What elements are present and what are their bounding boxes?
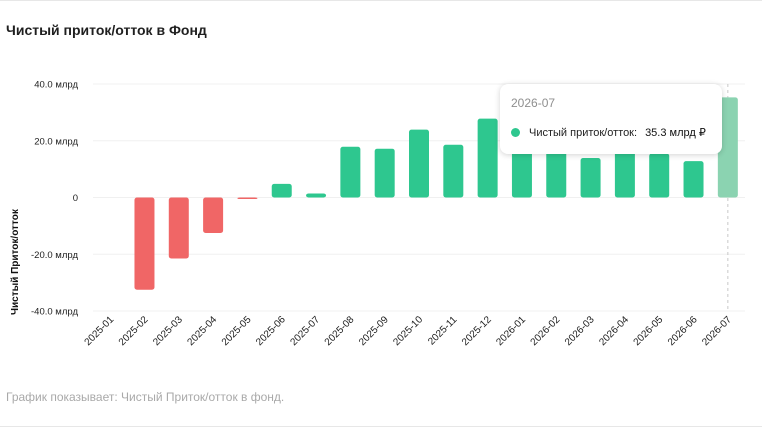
x-tick-label: 2026-07 [700,314,734,348]
x-tick-label: 2025-10 [391,314,425,348]
bar-2025-11[interactable] [443,144,464,198]
bar-2026-06[interactable] [683,161,704,198]
x-tick-label: 2025-02 [117,314,151,348]
y-tick-label: 20.0 млрд [34,136,78,147]
bar-2025-02[interactable] [134,197,155,290]
x-tick-label: 2025-12 [460,314,494,348]
x-tick-label: 2026-05 [632,314,666,348]
x-tick-label: 2026-01 [494,314,528,348]
bar-2025-08[interactable] [340,146,361,198]
x-tick-label: 2025-08 [323,314,357,348]
x-tick-label: 2026-02 [529,314,563,348]
x-tick-label: 2026-04 [597,314,631,348]
bar-2025-12[interactable] [477,118,498,198]
y-tick-label: -20.0 млрд [31,250,78,261]
tooltip-value: 35.3 млрд ₽ [645,127,706,139]
tooltip-label: Чистый приток/отток: [529,126,638,139]
y-tick-labels: -40.0 млрд -20.0 млрд 0 20.0 млрд 40.0 млрд [31,80,78,318]
bar-2025-07[interactable] [306,193,327,198]
chart-title: Чистый приток/отток в Фонд [6,22,207,38]
x-tick-label: 2026-06 [666,314,700,348]
bar-2026-07[interactable] [717,97,738,198]
x-tick-label: 2025-07 [288,314,322,348]
bar-2026-03[interactable] [580,158,601,198]
x-tick-label: 2026-03 [563,314,597,348]
bar-2026-05[interactable] [649,153,670,198]
bar-2025-05[interactable] [237,197,258,200]
bar-2025-06[interactable] [271,183,292,198]
tooltip-row: Чистый приток/отток: 35.3 млрд ₽ [511,126,711,139]
bar-2026-02[interactable] [546,140,567,198]
bar-2025-04[interactable] [203,197,224,233]
tooltip-title: 2026-07 [511,96,556,110]
bar-2026-04[interactable] [614,143,635,198]
x-tick-labels: 2025-01 2025-02 2025-03 2025-04 2025-05 2025-… [83,314,735,348]
bar-2025-09[interactable] [374,148,395,198]
x-tick-label: 2025-01 [83,314,117,348]
chart-tooltip: 2026-07 Чистый приток/отток: 35.3 млрд ₽ [500,84,722,154]
y-tick-label: 0 [73,193,78,204]
bottom-divider [0,426,762,427]
x-tick-label: 2025-03 [151,314,185,348]
x-tick-label: 2025-09 [357,314,391,348]
y-tick-label: -40.0 млрд [31,307,78,318]
bar-2025-10[interactable] [409,129,429,198]
x-tick-label: 2025-04 [185,314,219,348]
series-dot-icon [511,128,520,137]
x-tick-label: 2025-05 [220,314,254,348]
x-tick-label: 2025-06 [254,314,288,348]
x-tick-label: 2025-11 [426,314,460,348]
top-divider [0,0,762,1]
y-tick-label: 40.0 млрд [34,80,78,91]
bar-2025-03[interactable] [168,197,189,259]
chart-caption: График показывает: Чистый Приток/отток в… [6,390,285,404]
